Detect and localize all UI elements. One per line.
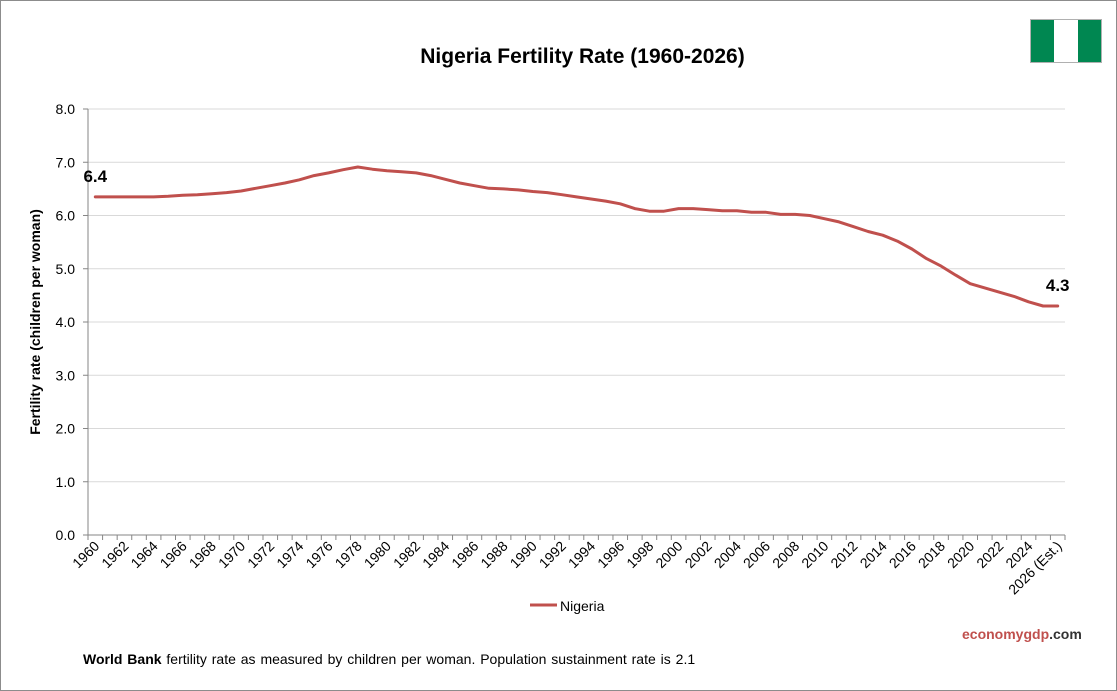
x-tick-label: 1988 bbox=[477, 538, 510, 571]
series-line-nigeria bbox=[93, 165, 1060, 308]
x-tick-label: 1968 bbox=[186, 538, 219, 571]
x-tick-label: 1974 bbox=[273, 538, 306, 571]
y-tick-label: 1.0 bbox=[56, 474, 76, 490]
brand-part-com: .com bbox=[1049, 626, 1082, 642]
x-tick-label: 1982 bbox=[390, 538, 423, 571]
y-tick-label: 6.0 bbox=[56, 208, 76, 224]
x-tick-label: 1962 bbox=[98, 538, 131, 571]
data-label: 4.3 bbox=[1046, 276, 1070, 295]
x-tick-label: 1998 bbox=[623, 538, 656, 571]
x-tick-label: 1978 bbox=[332, 538, 365, 571]
data-label: 6.4 bbox=[83, 167, 107, 186]
chart-title: Nigeria Fertility Rate (1960-2026) bbox=[420, 45, 745, 68]
x-tick-label: 1992 bbox=[536, 538, 569, 571]
x-tick-label: 2008 bbox=[769, 538, 802, 571]
x-tick-label: 1976 bbox=[302, 538, 335, 571]
x-tick-label: 2004 bbox=[711, 538, 744, 571]
y-tick-label: 3.0 bbox=[56, 367, 76, 383]
x-tick-label: 1986 bbox=[448, 538, 481, 571]
x-tick-label: 2002 bbox=[682, 538, 715, 571]
x-tick-label: 1984 bbox=[419, 538, 452, 571]
x-tick-label: 2022 bbox=[973, 538, 1006, 571]
nigeria-flag-icon bbox=[1030, 19, 1102, 63]
y-tick-label: 4.0 bbox=[56, 314, 76, 330]
y-tick-label: 0.0 bbox=[56, 527, 76, 543]
x-tick-label: 2016 bbox=[886, 538, 919, 571]
y-tick-label: 7.0 bbox=[56, 154, 76, 170]
x-tick-label: 1994 bbox=[565, 538, 598, 571]
x-tick-label: 1990 bbox=[507, 538, 540, 571]
source-note: World Bank fertility rate as measured by… bbox=[83, 651, 695, 667]
y-axis-title: Fertility rate (children per woman) bbox=[27, 209, 43, 435]
x-tick-label: 1972 bbox=[244, 538, 277, 571]
x-tick-label: 2000 bbox=[652, 538, 685, 571]
brand-watermark: economygdp.com bbox=[962, 626, 1082, 642]
x-tick-label: 1996 bbox=[594, 538, 627, 571]
flag-band-right bbox=[1077, 20, 1101, 62]
x-tick-label: 2010 bbox=[798, 538, 831, 571]
x-tick-label: 2014 bbox=[857, 538, 890, 571]
y-tick-label: 2.0 bbox=[56, 421, 76, 437]
legend-label-nigeria: Nigeria bbox=[560, 598, 605, 614]
brand-part-economy: economy bbox=[962, 626, 1024, 642]
x-tick-label: 1966 bbox=[157, 538, 190, 571]
source-name: World Bank bbox=[83, 651, 162, 667]
flag-band-center bbox=[1054, 20, 1078, 62]
x-tick-label: 2006 bbox=[740, 538, 773, 571]
x-tick-label: 2012 bbox=[827, 538, 860, 571]
y-tick-label: 8.0 bbox=[56, 101, 76, 117]
source-note-text: fertility rate as measured by children p… bbox=[161, 651, 696, 667]
x-tick-label: 1970 bbox=[215, 538, 248, 571]
flag-band-left bbox=[1031, 20, 1055, 62]
x-tick-label: 2018 bbox=[915, 538, 948, 571]
y-tick-label: 5.0 bbox=[56, 261, 76, 277]
x-tick-label: 1980 bbox=[361, 538, 394, 571]
brand-part-gdp: gdp bbox=[1023, 626, 1050, 642]
x-tick-label: 1964 bbox=[127, 538, 160, 571]
x-tick-label: 2020 bbox=[944, 538, 977, 571]
